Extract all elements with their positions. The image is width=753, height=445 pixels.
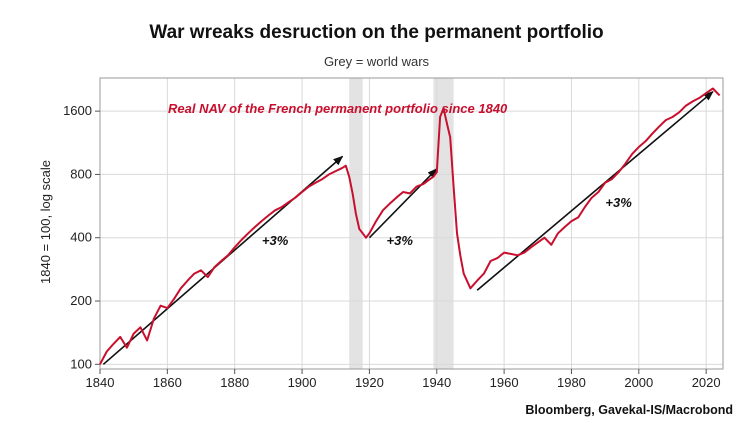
plot-frame bbox=[99, 77, 724, 370]
y-tick-label: 1600 bbox=[63, 103, 92, 118]
x-tick-label: 1880 bbox=[220, 375, 249, 390]
x-tick-label: 1900 bbox=[288, 375, 317, 390]
y-tick-label: 100 bbox=[70, 356, 92, 371]
x-tick-label: 1840 bbox=[86, 375, 115, 390]
y-axis-label: 1840 = 100, log scale bbox=[38, 160, 53, 284]
source-note: Bloomberg, Gavekal-IS/Macrobond bbox=[525, 403, 733, 417]
chart-title: War wreaks desruction on the permanent p… bbox=[149, 22, 604, 43]
x-tick-label: 1920 bbox=[355, 375, 384, 390]
x-tick-label: 1960 bbox=[490, 375, 519, 390]
series-label: Real NAV of the French permanent portfol… bbox=[168, 101, 508, 116]
x-tick-label: 2020 bbox=[692, 375, 721, 390]
growth-annotation: +3% bbox=[605, 195, 632, 210]
y-tick-label: 800 bbox=[70, 166, 92, 181]
y-tick-label: 200 bbox=[70, 293, 92, 308]
trend-arrow-1 bbox=[368, 168, 438, 239]
x-tick-label: 1860 bbox=[153, 375, 182, 390]
x-tick-label: 1980 bbox=[557, 375, 586, 390]
x-tick-label: 1940 bbox=[422, 375, 451, 390]
growth-annotation: +3% bbox=[387, 233, 414, 248]
growth-annotation: +3% bbox=[262, 233, 289, 248]
nav-series-line bbox=[99, 87, 721, 365]
trend-arrow-2 bbox=[476, 91, 714, 291]
y-tick-label: 400 bbox=[70, 230, 92, 245]
chart-subtitle: Grey = world wars bbox=[323, 54, 430, 69]
x-tick-label: 2000 bbox=[624, 375, 653, 390]
war-shade-0 bbox=[349, 78, 363, 369]
